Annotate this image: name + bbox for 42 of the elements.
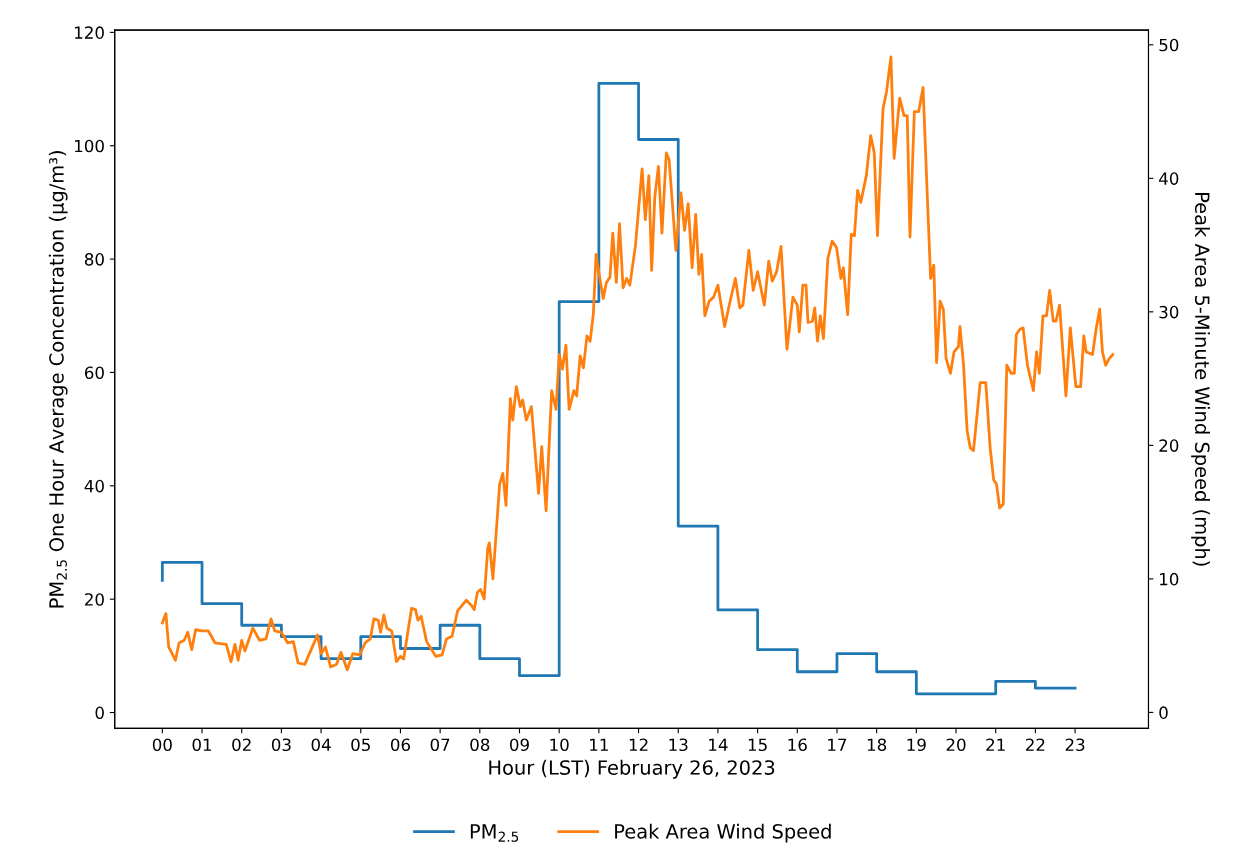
x-tick-label: 16 xyxy=(788,738,807,752)
y-tick-label: 100 xyxy=(75,139,104,153)
y-tick-label: 120 xyxy=(75,26,104,39)
y2-tick-label: 30 xyxy=(1159,305,1179,319)
y2-tick-label: 10 xyxy=(1160,572,1179,586)
x-tick-label: 01 xyxy=(192,738,212,752)
y-tick-label: 20 xyxy=(85,593,104,606)
legend-label: PM$_{2.5}$ xyxy=(470,824,519,842)
x-tick-label: 08 xyxy=(470,738,490,752)
x-tick-label: 19 xyxy=(907,738,926,752)
x-tick-label: 21 xyxy=(986,738,1005,751)
x-tick-label: 23 xyxy=(1065,738,1085,752)
x-tick-label: 12 xyxy=(629,738,648,751)
x-tick-label: 10 xyxy=(550,738,569,752)
x-tick-label: 22 xyxy=(1026,738,1045,751)
y-tick-label: 80 xyxy=(84,253,104,266)
x-tick-label: 03 xyxy=(271,738,291,752)
x-tick-label: 04 xyxy=(311,738,331,752)
x-axis-title: Hour (LST) February 26, 2023 xyxy=(489,759,775,779)
y-tick-label: 60 xyxy=(84,366,104,380)
x-tick-label: 15 xyxy=(748,738,767,752)
y2-tick-label: 20 xyxy=(1159,439,1179,452)
x-tick-label: 05 xyxy=(351,738,370,752)
x-tick-label: 06 xyxy=(390,738,410,752)
x-tick-label: 13 xyxy=(669,738,688,752)
y-axis-title: PM$_{2.5}$ One Hour Average Concentration (µg/m³) xyxy=(48,151,68,608)
x-tick-label: 02 xyxy=(232,738,251,752)
x-tick-label: 11 xyxy=(590,738,608,751)
x-tick-label: 00 xyxy=(152,738,172,752)
x-tick-label: 20 xyxy=(946,738,966,752)
y2-tick-label: 0 xyxy=(1159,706,1168,719)
x-tick-label: 17 xyxy=(828,738,847,751)
y2-axis-title: Peak Area 5-Minute Wind Speed (mph) xyxy=(1191,193,1210,566)
x-tick-label: 14 xyxy=(709,738,728,751)
legend-label: Peak Area Wind Speed xyxy=(615,823,831,843)
x-tick-label: 07 xyxy=(430,738,450,752)
y2-tick-label: 50 xyxy=(1159,38,1179,52)
y-tick-label: 40 xyxy=(84,479,104,493)
x-tick-label: 09 xyxy=(509,738,529,752)
x-tick-label: 18 xyxy=(867,738,887,752)
y-tick-label: 0 xyxy=(95,706,104,720)
y2-tick-label: 40 xyxy=(1159,172,1179,185)
